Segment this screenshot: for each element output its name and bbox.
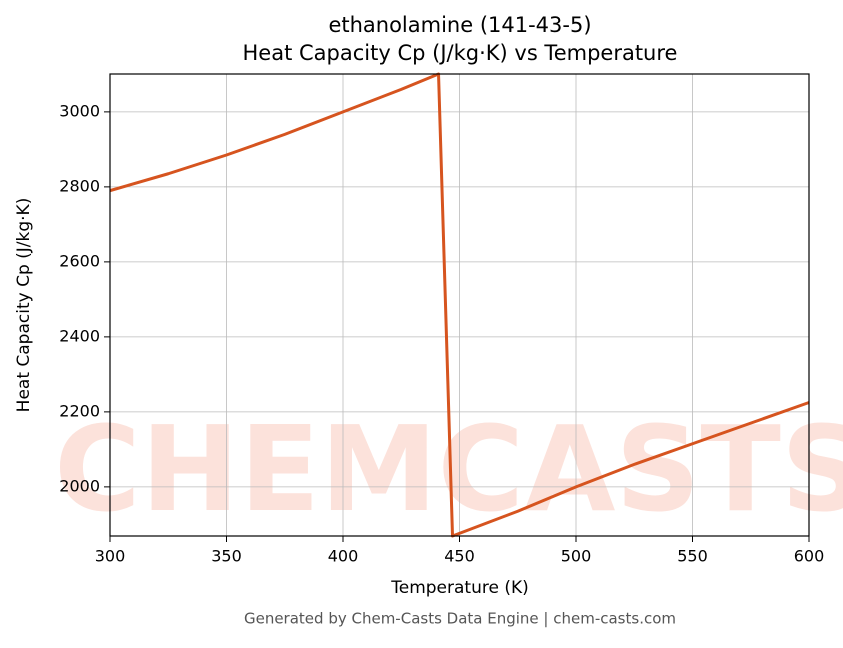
chart-subtitle: Heat Capacity Cp (J/kg·K) vs Temperature: [243, 41, 678, 65]
data-line: [109, 72, 810, 538]
x-tick-label: 350: [211, 547, 242, 566]
plot-frame: [109, 73, 810, 537]
plot-area: 300 350 400 450 500 550 600 2000 2200 2400 2600 280…: [59, 72, 825, 566]
y-tick-label: 2200: [59, 401, 100, 420]
y-tick-label: 2000: [59, 476, 100, 495]
x-tick-label: 300: [95, 547, 126, 566]
y-tick-label: 2800: [59, 176, 100, 195]
x-tick-label: 400: [328, 547, 359, 566]
y-tick-label: 3000: [59, 101, 100, 120]
footer: Generated by Chem-Casts Data Engine | ch…: [244, 610, 676, 628]
chart-title: ethanolamine (141-43-5): [328, 13, 591, 37]
x-tick-label: 550: [677, 547, 708, 566]
y-axis-label: Heat Capacity Cp (J/kg·K): [14, 198, 34, 413]
x-tick-label: 500: [561, 547, 592, 566]
y-tick-label: 2600: [59, 251, 100, 270]
x-tick-label: 600: [794, 547, 825, 566]
x-axis-label: Temperature (K): [390, 578, 529, 598]
y-tick-label: 2400: [59, 326, 100, 345]
x-tick-label: 450: [444, 547, 475, 566]
